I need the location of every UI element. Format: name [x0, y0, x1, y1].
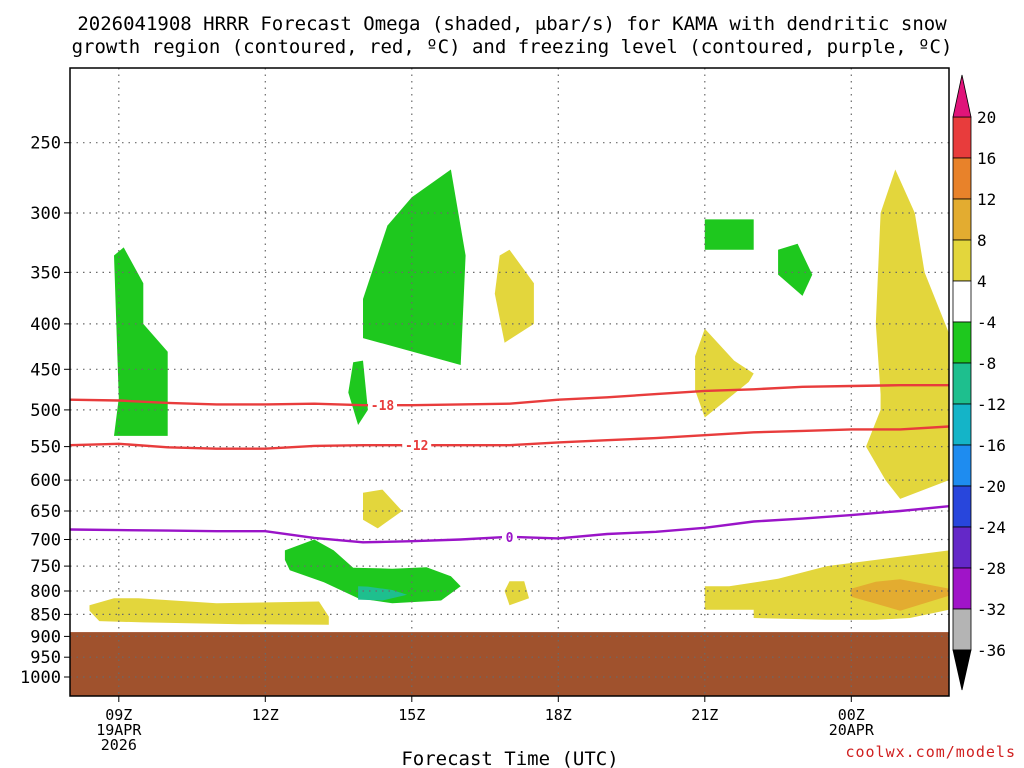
- colorbar-bin--32-to--28: [952, 567, 972, 610]
- x-tick-label-18-0: 18Z: [545, 706, 572, 724]
- colorbar-label-4: 4: [977, 272, 987, 291]
- contour-0C-freezing-label-bg: [502, 529, 517, 544]
- colorbar-label-12: 12: [977, 190, 996, 209]
- colorbar-label--24: -24: [977, 518, 1006, 537]
- credit-text: coolwx.com/models: [845, 743, 1016, 761]
- chart-title-line-2: growth region (contoured, red, ºC) and f…: [72, 36, 953, 58]
- y-tick-label-500: 500: [30, 401, 61, 421]
- colorbar-bin--4-to-4: [952, 280, 972, 323]
- contour--18C-label: -18: [371, 399, 395, 414]
- contour--18C-label-bg: [368, 398, 397, 413]
- y-tick-label-300: 300: [30, 204, 61, 224]
- y-tick-label-400: 400: [30, 315, 61, 335]
- y-tick-label-450: 450: [30, 360, 61, 380]
- y-axis: 2503003504004505005506006507007508008509…: [20, 134, 70, 688]
- colorbar-label--20: -20: [977, 477, 1006, 496]
- x-tick-label-9-1: 19APR: [96, 721, 142, 739]
- x-tick-label-21-0: 21Z: [691, 706, 718, 724]
- y-tick-label-250: 250: [30, 134, 61, 154]
- omega-yellow-21z: [695, 328, 754, 418]
- omega-yellow-1450: [363, 489, 403, 529]
- omega-teal-lower: [358, 586, 407, 601]
- y-tick-label-700: 700: [30, 531, 61, 551]
- contour--18C: [69, 384, 949, 407]
- colorbar-label--12: -12: [977, 395, 1006, 414]
- colorbar-bin-4-to-8: [952, 239, 972, 282]
- colorbar-bin-12-to-16: [952, 157, 972, 200]
- plot-area: -18 -12 0: [69, 67, 950, 697]
- colorbar-label-8: 8: [977, 231, 987, 250]
- x-tick-label-24-1: 20APR: [829, 721, 875, 739]
- y-tick-label-350: 350: [30, 263, 61, 283]
- x-tick-label-15-0: 15Z: [398, 706, 425, 724]
- terrain-fill: [70, 632, 949, 696]
- colorbar-label--8: -8: [977, 354, 996, 373]
- omega-green-mid-small: [348, 360, 368, 425]
- colorbar-bin--36-to--32: [952, 608, 972, 651]
- colorbar-bottom-arrow: [952, 649, 972, 691]
- omega-yellow-1645: [494, 249, 534, 343]
- colorbar-label--16: -16: [977, 436, 1006, 455]
- colorbar-top-arrow: [952, 74, 972, 118]
- colorbar-bin-16-to-20: [952, 116, 972, 159]
- omega-green-left: [114, 247, 168, 436]
- y-tick-label-750: 750: [30, 557, 61, 577]
- colorbar-bin--16-to--12: [952, 403, 972, 446]
- y-tick-label-600: 600: [30, 471, 61, 491]
- omega-orange-right: [851, 579, 949, 611]
- contour--12C: [69, 425, 950, 450]
- x-tick-label-9-0: 09Z: [105, 706, 132, 724]
- contour--12C-label: -12: [405, 439, 428, 454]
- colorbar-label-20: 20: [977, 108, 996, 127]
- colorbar-label--28: -28: [977, 559, 1006, 578]
- omega-green-21z-box: [704, 219, 754, 250]
- omega-yellow-bottom-left: [89, 598, 329, 625]
- colorbar-bin--12-to--8: [952, 362, 972, 405]
- omega-green-mid-top: [363, 169, 466, 365]
- omega-regions: [89, 169, 949, 625]
- y-tick-label-1000: 1000: [20, 668, 61, 688]
- x-tick-label-24-0: 00Z: [838, 706, 865, 724]
- contour-0C-freezing-label: 0: [506, 531, 514, 546]
- gridlines: [70, 68, 949, 696]
- colorbar-label--4: -4: [977, 313, 996, 332]
- y-tick-label-650: 650: [30, 502, 61, 522]
- colorbar-bin--20-to--16: [952, 444, 972, 487]
- colorbar: 20 16 12 8 4 -4 -8 -12 -16 -20 -24 -28 -32 -36: [952, 74, 1006, 691]
- omega-green-lower: [284, 539, 461, 604]
- y-tick-label-950: 950: [30, 648, 61, 668]
- colorbar-bin--8-to--4: [952, 321, 972, 364]
- y-tick-label-800: 800: [30, 582, 61, 602]
- plot-frame: [69, 67, 950, 697]
- y-tick-label-900: 900: [30, 627, 61, 647]
- colorbar-label--32: -32: [977, 600, 1006, 619]
- omega-yellow-1700: [504, 581, 529, 606]
- x-tick-label-12-0: 12Z: [252, 706, 279, 724]
- colorbar-bin--28-to--24: [952, 526, 972, 569]
- x-tick-label-9-2: 2026: [101, 736, 137, 754]
- colorbar-bin-8-to-12: [952, 198, 972, 241]
- y-tick-label-550: 550: [30, 438, 61, 458]
- omega-yellow-right: [866, 169, 949, 499]
- contour--12C-label-bg: [402, 438, 432, 453]
- y-tick-label-850: 850: [30, 605, 61, 625]
- omega-green-small-right: [778, 243, 813, 296]
- colorbar-label--36: -36: [977, 641, 1006, 660]
- x-axis-label: Forecast Time (UTC): [401, 748, 618, 768]
- chart-title-line-1: 2026041908 HRRR Forecast Omega (shaded, …: [77, 13, 947, 35]
- terrain-layer: [70, 632, 949, 696]
- colorbar-label-16: 16: [977, 149, 996, 168]
- contours: -18 -12 0: [69, 384, 950, 546]
- colorbar-bin--24-to--20: [952, 485, 972, 528]
